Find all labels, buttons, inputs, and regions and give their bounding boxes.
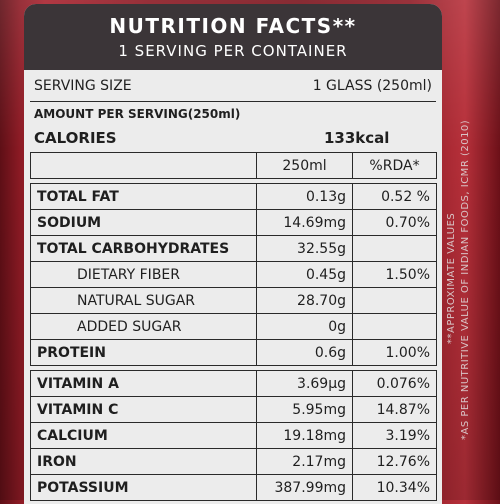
nutrient-value: 14.69mg [256,209,353,236]
nutrient-name: CALCIUM [30,422,257,449]
column-header-rda: %RDA* [352,152,437,179]
nutrient-name: POTASSIUM [30,474,257,501]
divider [30,101,436,102]
table-row: IRON 2.17mg 12.76% [30,448,437,475]
table-row: TOTAL CARBOHYDRATES 32.55g [30,235,437,262]
column-header-amount: 250ml [256,152,353,179]
nutrient-value: 387.99mg [256,474,353,501]
nutrient-value: 2.17mg [256,448,353,475]
nutrient-name: TOTAL CARBOHYDRATES [30,235,257,262]
nutrient-rda: 12.76% [352,448,437,475]
amount-per-serving-text: AMOUNT PER SERVING(250ml) [34,107,241,121]
table-row: ADDED SUGAR 0g [30,313,437,340]
nutrient-rda: 14.87% [352,396,437,423]
nutrient-name: VITAMIN C [30,396,257,423]
nutrient-name: DIETARY FIBER [30,261,257,288]
table-row: TOTAL FAT 0.13g 0.52 % [30,183,437,210]
nutrient-name: IRON [30,448,257,475]
label-title: NUTRITION FACTS** [109,14,357,38]
nutrient-name: ADDED SUGAR [30,313,257,340]
table-row: VITAMIN C 5.95mg 14.87% [30,396,437,423]
table-row: NATURAL SUGAR 28.70g [30,287,437,314]
nutrient-name: SODIUM [30,209,257,236]
nutrient-name: PROTEIN [30,339,257,366]
serving-size-row: SERVING SIZE 1 GLASS (250ml) [24,75,442,99]
nutrient-value: 32.55g [256,235,353,262]
table-row: PROTEIN 0.6g 1.00% [30,339,437,366]
header-blank-cell [30,152,257,179]
nutrient-value: 19.18mg [256,422,353,449]
table-row: CALCIUM 19.18mg 3.19% [30,422,437,449]
table-row: VITAMIN A 3.69µg 0.076% [30,370,437,397]
footnote-icmr: *AS PER NUTRITIVE VALUE OF INDIAN FOODS,… [460,119,471,440]
nutrient-rda: 1.00% [352,339,437,366]
calories-row: CALORIES 133kcal [24,126,442,150]
nutrient-value: 0g [256,313,353,340]
nutrient-value: 0.13g [256,183,353,210]
serving-size-label: SERVING SIZE [34,78,132,94]
nutrient-name: TOTAL FAT [30,183,257,210]
nutrient-value: 5.95mg [256,396,353,423]
nutrient-rda: 3.19% [352,422,437,449]
nutrient-value: 3.69µg [256,370,353,397]
table-row: DIETARY FIBER 0.45g 1.50% [30,261,437,288]
table-header-row: 250ml %RDA* [30,152,437,179]
nutrient-rda: 1.50% [352,261,437,288]
footnote-approximate: **APPROXIMATE VALUES [446,212,457,344]
nutrient-name: NATURAL SUGAR [30,287,257,314]
nutrient-value: 0.6g [256,339,353,366]
nutrient-rda [352,287,437,314]
label-header: NUTRITION FACTS** 1 SERVING PER CONTAINE… [24,4,442,70]
calories-label: CALORIES [34,129,117,147]
nutrient-table: 250ml %RDA* TOTAL FAT 0.13g 0.52 % SODIU… [30,152,437,501]
label-subtitle: 1 SERVING PER CONTAINER [118,42,348,60]
nutrient-rda [352,313,437,340]
nutrient-value: 0.45g [256,261,353,288]
nutrient-rda: 10.34% [352,474,437,501]
nutrient-value: 28.70g [256,287,353,314]
nutrient-rda: 0.70% [352,209,437,236]
nutrition-label: NUTRITION FACTS** 1 SERVING PER CONTAINE… [24,4,442,504]
nutrient-rda: 0.52 % [352,183,437,210]
table-row: POTASSIUM 387.99mg 10.34% [30,474,437,501]
nutrient-name: VITAMIN A [30,370,257,397]
nutrient-rda [352,235,437,262]
serving-size-value: 1 GLASS (250ml) [312,78,432,94]
calories-value: 133kcal [324,129,390,147]
nutrient-rda: 0.076% [352,370,437,397]
table-row: SODIUM 14.69mg 0.70% [30,209,437,236]
